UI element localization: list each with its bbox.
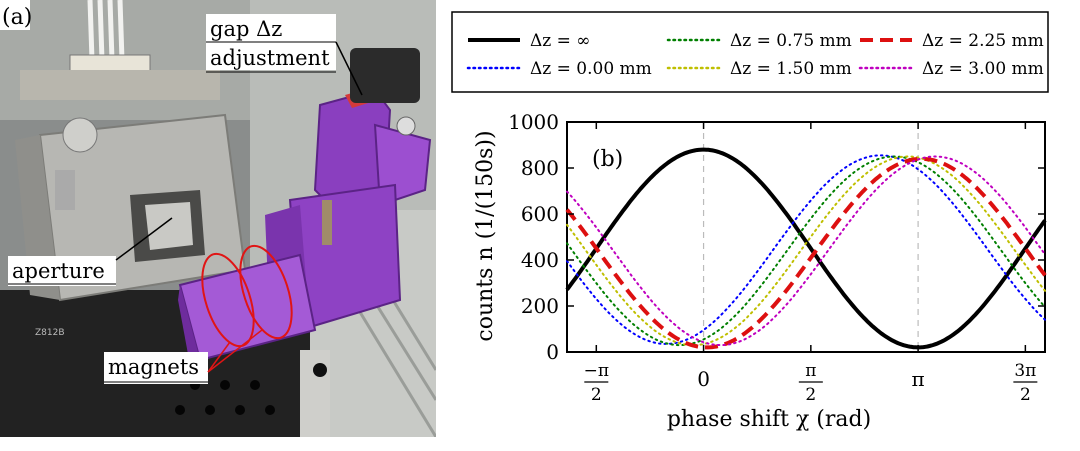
series-line-4 xyxy=(565,156,1047,350)
y-tick-label-5: 1000 xyxy=(508,110,559,134)
y-tick-label-2: 400 xyxy=(521,248,559,272)
y-tick-label-0: 0 xyxy=(546,340,559,364)
axes-frame xyxy=(566,121,1046,353)
series-layer xyxy=(565,147,1047,350)
label-adjustment: adjustment xyxy=(210,46,330,70)
svg-text:π: π xyxy=(805,361,816,381)
y-tick-label-4: 800 xyxy=(521,156,559,180)
series-line-1 xyxy=(566,154,1046,345)
x-tick-label-1: 0 xyxy=(697,367,710,391)
svg-text:2: 2 xyxy=(805,385,816,405)
x-tick-label-3: π xyxy=(912,367,925,391)
panel-label-a: (a) xyxy=(2,5,32,30)
stage-text: Z812B xyxy=(35,328,65,338)
svg-text:Δz = 0.00 mm: Δz = 0.00 mm xyxy=(530,59,652,79)
series-line-0 xyxy=(565,147,1047,350)
y-tick-label-3: 600 xyxy=(521,202,559,226)
svg-text:Δz = 3.00 mm: Δz = 3.00 mm xyxy=(922,59,1044,79)
x-tick-label-2: π2 xyxy=(798,361,823,405)
legend-item-3: Δz = 1.50 mm xyxy=(666,59,852,79)
legend-item-2: Δz = 0.75 mm xyxy=(666,31,852,51)
y-axis-label: counts n (1/(150s)) xyxy=(473,130,498,341)
svg-text:2: 2 xyxy=(591,385,602,405)
label-aperture: aperture xyxy=(12,259,105,283)
legend-item-1: Δz = 0.00 mm xyxy=(466,59,652,79)
svg-text:2: 2 xyxy=(1020,385,1031,405)
svg-text:Δz = ∞: Δz = ∞ xyxy=(530,31,590,51)
series-line-5 xyxy=(566,155,1046,347)
label-magnets: magnets xyxy=(108,355,199,379)
legend: Δz = ∞ Δz = 0.00 mm Δz = 0.75 mm Δz = 1.50 … xyxy=(451,11,1049,93)
svg-text:Δz = 0.75 mm: Δz = 0.75 mm xyxy=(730,31,852,51)
legend-item-5: Δz = 3.00 mm xyxy=(858,59,1044,79)
y-tick-label-1: 200 xyxy=(521,294,559,318)
panel-label-b: (b) xyxy=(592,147,623,172)
interference-chart: Δz = ∞ Δz = 0.00 mm Δz = 0.75 mm Δz = 1.50 … xyxy=(451,11,1049,432)
series-line-2 xyxy=(566,155,1046,347)
svg-text:3π: 3π xyxy=(1014,361,1036,381)
x-tick-label-0: −π 2 xyxy=(584,361,609,405)
svg-text:Δz = 1.50 mm: Δz = 1.50 mm xyxy=(730,59,852,79)
series-line-3 xyxy=(566,155,1046,347)
svg-text:Δz = 2.25 mm: Δz = 2.25 mm xyxy=(922,31,1044,51)
apparatus-photo: Z812B (a) gap Δz adjustment aperture mag… xyxy=(0,0,436,437)
legend-item-4: Δz = 2.25 mm xyxy=(860,31,1044,51)
legend-item-0: Δz = ∞ xyxy=(468,31,590,51)
x-axis-label: phase shift χ (rad) xyxy=(667,407,871,432)
x-tick-label-4: 3π2 xyxy=(1013,361,1038,405)
label-gap: gap Δz xyxy=(210,17,282,41)
svg-text:−π: −π xyxy=(584,361,609,381)
